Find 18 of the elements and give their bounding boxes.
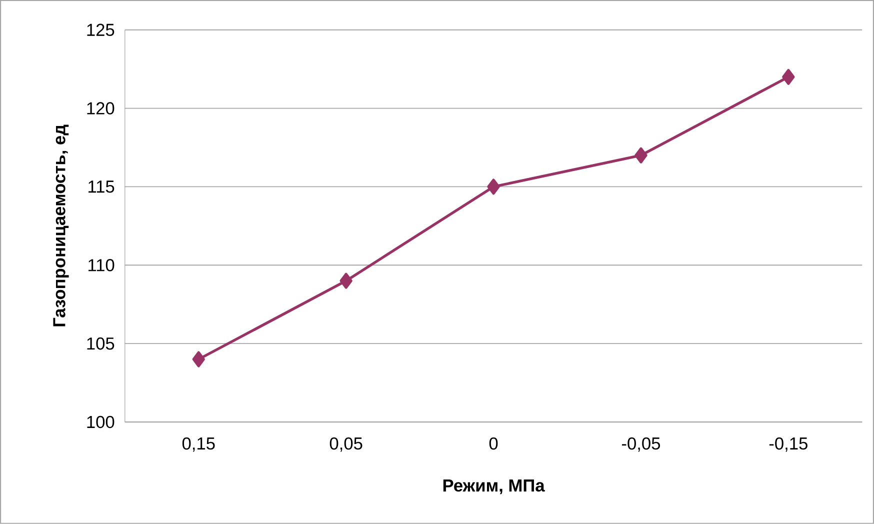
y-tick-label: 125 (87, 24, 114, 36)
x-tick-label: -0,15 (769, 437, 808, 452)
x-tick-label: -0,05 (622, 437, 660, 452)
x-axis-title: Режим, МПа (443, 480, 545, 494)
y-axis-title: Газопроницаемость, ед (53, 124, 69, 326)
point (487, 178, 500, 195)
y-tick-label: 100 (87, 416, 114, 428)
point (782, 68, 795, 85)
point (340, 272, 352, 289)
y-tick-label: 115 (88, 180, 114, 193)
x-tick-label: 0 (489, 437, 498, 450)
point (192, 351, 205, 368)
x-tick-label: 0,15 (182, 437, 215, 452)
x-tick-label: 0,05 (330, 437, 362, 452)
y-tick-label: 110 (88, 259, 114, 272)
y-tick-label: 120 (87, 102, 114, 114)
y-tick-label: 105 (87, 337, 114, 350)
point (634, 147, 648, 164)
